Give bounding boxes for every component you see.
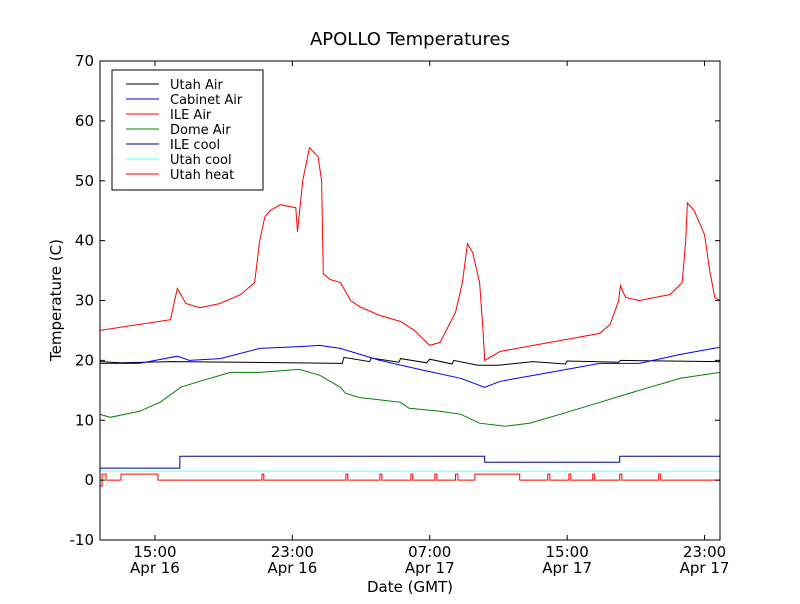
x-tick-label-time: 15:00 bbox=[546, 543, 589, 561]
series-line-ile-air bbox=[100, 146, 720, 362]
series-line-dome-air bbox=[100, 368, 720, 427]
y-tick-label: 40 bbox=[75, 232, 94, 250]
series-line-utah-heat bbox=[100, 473, 720, 487]
legend-box bbox=[111, 69, 264, 191]
legend-label: Cabinet Air bbox=[170, 93, 243, 108]
y-tick-label: 60 bbox=[75, 112, 94, 130]
y-tick-label: 10 bbox=[75, 411, 94, 429]
x-tick-label-date: Apr 16 bbox=[130, 559, 180, 577]
legend-label: Utah Air bbox=[170, 78, 223, 93]
x-tick-label-time: 23:00 bbox=[271, 543, 314, 561]
series-line-ile-cool bbox=[100, 455, 720, 469]
y-tick-label: 70 bbox=[75, 52, 94, 70]
series-line-cabinet-air bbox=[100, 344, 720, 388]
x-tick-label-date: Apr 17 bbox=[542, 559, 592, 577]
legend-label: Dome Air bbox=[170, 123, 231, 138]
y-tick-label: 20 bbox=[75, 351, 94, 369]
y-tick-label: 30 bbox=[75, 292, 94, 310]
y-tick-label: 0 bbox=[84, 471, 94, 489]
x-tick-label-date: Apr 16 bbox=[267, 559, 317, 577]
legend-label: ILE cool bbox=[170, 138, 220, 153]
y-tick-label: -10 bbox=[70, 531, 95, 549]
x-tick-label-time: 07:00 bbox=[408, 543, 451, 561]
x-tick-label-time: 15:00 bbox=[133, 543, 176, 561]
chart-title: APOLLO Temperatures bbox=[310, 29, 510, 50]
series-line-utah-air bbox=[100, 356, 720, 366]
legend-label: ILE Air bbox=[170, 108, 212, 123]
y-axis-label: Temperature (C) bbox=[47, 239, 65, 362]
x-axis-label: Date (GMT) bbox=[367, 578, 453, 596]
series-layer bbox=[100, 146, 720, 487]
x-tick-label-date: Apr 17 bbox=[680, 559, 730, 577]
y-tick-label: 50 bbox=[75, 172, 94, 190]
legend-label: Utah heat bbox=[170, 168, 234, 183]
series-group bbox=[100, 146, 720, 487]
legend-label: Utah cool bbox=[170, 153, 232, 168]
x-tick-label-date: Apr 17 bbox=[405, 559, 455, 577]
x-tick-label-time: 23:00 bbox=[683, 543, 726, 561]
